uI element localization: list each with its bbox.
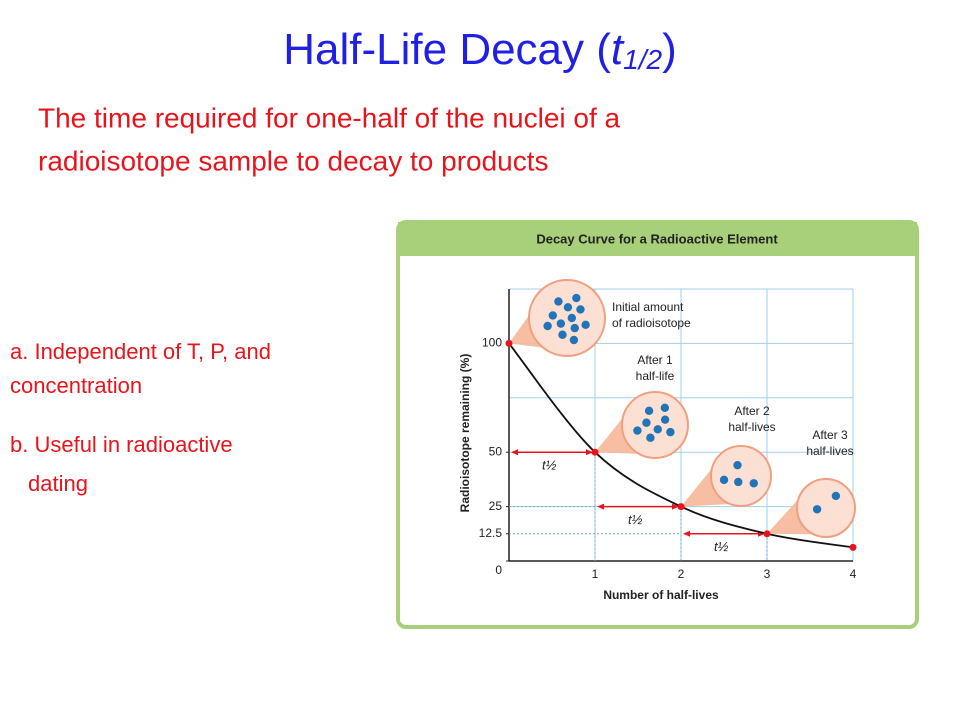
annotation: half-lives: [806, 444, 853, 458]
nucleus: [831, 491, 841, 501]
bullet: dating: [28, 471, 88, 496]
y-tick-label: 0: [495, 563, 502, 577]
nucleus: [660, 403, 670, 413]
x-tick-label: 3: [764, 567, 771, 581]
arrow-label: t½: [542, 458, 557, 473]
title-close: ): [662, 25, 677, 74]
nucleus: [660, 415, 670, 424]
nucleus: [646, 433, 655, 442]
nucleus: [666, 427, 675, 437]
bubble: [796, 478, 856, 538]
nucleus: [633, 426, 642, 435]
x-tick-label: 2: [678, 567, 685, 581]
annotation: half-lives: [728, 420, 775, 434]
nucleus: [567, 313, 577, 323]
nucleus: [570, 323, 579, 333]
nucleus: [644, 406, 654, 416]
nucleus: [749, 479, 758, 488]
x-tick-label: 4: [850, 567, 857, 581]
bullet: concentration: [10, 373, 142, 398]
nucleus: [576, 305, 585, 314]
annotation: of radioisotope: [612, 316, 691, 330]
decay-curve: [508, 342, 854, 549]
bubble: [528, 279, 606, 357]
arrow-head: [511, 449, 518, 456]
nucleus: [558, 330, 567, 339]
nucleus: [543, 321, 552, 331]
nucleus: [548, 311, 557, 320]
arrow-head: [586, 449, 593, 456]
arrow-label: t½: [714, 539, 729, 554]
data-point: [591, 448, 599, 456]
y-tick-label: 100: [482, 336, 502, 350]
data-point: [505, 339, 513, 347]
nucleus: [719, 475, 729, 485]
data-point: [849, 543, 857, 551]
bullet: b. Useful in radioactive: [10, 432, 233, 457]
x-axis-label: Number of half-lives: [603, 588, 719, 602]
nucleus: [554, 297, 563, 306]
title-subscript: 1/2: [623, 44, 662, 75]
chart-title: Decay Curve for a Radioactive Element: [536, 231, 778, 246]
title-symbol: t: [611, 25, 625, 74]
annotation: After 1: [637, 353, 673, 367]
plot: 0 12.5 25 50 100 1 2 3 4 Number of half-lives Radi…: [458, 279, 857, 602]
bubble: [710, 445, 772, 507]
nucleus: [563, 303, 573, 312]
chart-header: [398, 222, 917, 256]
nucleus: [556, 319, 566, 328]
nucleus: [569, 335, 579, 345]
arrow-head: [597, 503, 604, 510]
title-text: Half-Life Decay (: [283, 25, 611, 74]
annotation: half-life: [636, 369, 675, 383]
annotation: After 2: [734, 404, 770, 418]
arrow-head: [683, 530, 690, 537]
bubble: [621, 391, 689, 459]
nucleus: [733, 460, 742, 470]
subtitle-line: radioisotope sample to decay to products: [38, 145, 549, 176]
arrow-label: t½: [628, 512, 643, 527]
y-tick-label: 12.5: [479, 526, 503, 540]
data-point: [677, 503, 685, 511]
y-tick-label: 50: [489, 444, 503, 458]
nucleus: [653, 425, 662, 434]
data-point: [763, 530, 771, 538]
nucleus: [812, 505, 822, 514]
nucleus: [734, 477, 743, 487]
subtitle-line: The time required for one-half of the nu…: [38, 102, 621, 133]
annotation: After 3: [812, 428, 848, 442]
nucleus: [581, 320, 590, 330]
arrow-head: [672, 503, 679, 510]
nucleus: [572, 293, 581, 303]
nucleus: [642, 418, 651, 427]
slide-title: Half-Life Decay (t1/2): [283, 25, 677, 76]
annotation: Initial amount: [612, 300, 684, 314]
y-tick-label: 25: [489, 499, 503, 513]
y-axis-label: Radioisotope remaining (%): [458, 354, 472, 513]
x-tick-label: 1: [592, 567, 599, 581]
bullet: a. Independent of T, P, and: [10, 339, 271, 364]
